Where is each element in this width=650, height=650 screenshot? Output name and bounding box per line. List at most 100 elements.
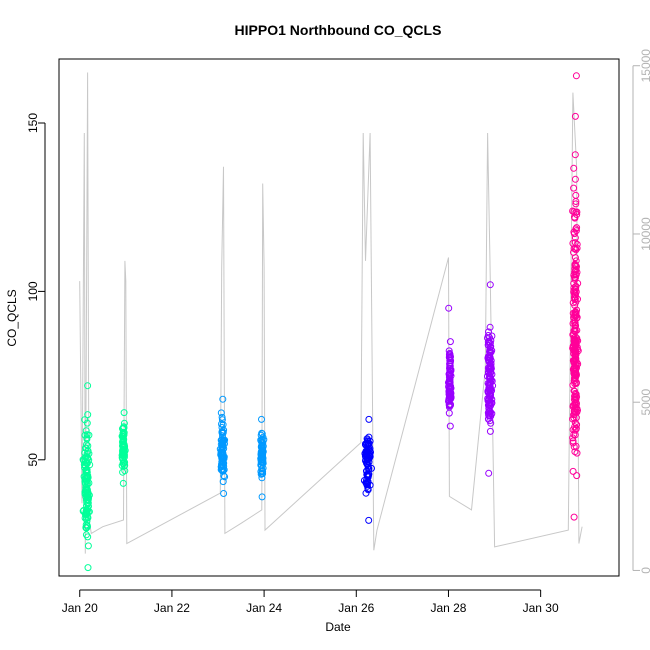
data-point [447, 395, 455, 403]
data-point [118, 462, 126, 470]
data-point [446, 351, 454, 359]
y2-tick-label: 0 [639, 567, 650, 574]
data-point [570, 443, 578, 451]
data-point [486, 382, 494, 390]
series-1 [79, 382, 94, 572]
data-point [570, 387, 578, 395]
x-tick-label: Jan 24 [246, 601, 282, 615]
data-point [83, 510, 90, 518]
data-point [486, 323, 494, 331]
data-point [569, 299, 577, 307]
y2-tick-label: 5000 [639, 389, 650, 416]
data-point [572, 408, 580, 416]
data-point [257, 431, 265, 439]
data-point [571, 423, 579, 431]
data-point [486, 427, 494, 435]
data-point [218, 429, 226, 437]
data-point [572, 380, 580, 387]
data-point [84, 542, 92, 550]
data-point [571, 112, 579, 120]
chart-title: HIPPO1 Northbound CO_QCLS [235, 22, 442, 38]
data-point [82, 483, 90, 491]
data-point [221, 473, 229, 481]
altitude-layer [79, 72, 583, 554]
data-point [570, 369, 578, 377]
y2-tick-label: 15000 [639, 49, 650, 83]
data-point [486, 355, 494, 362]
data-point [570, 513, 578, 521]
data-point [445, 378, 453, 386]
data-point [220, 490, 228, 497]
data-point [218, 413, 226, 421]
data-point [486, 392, 494, 400]
data-point [83, 434, 91, 442]
data-point [570, 358, 578, 366]
data-point [571, 401, 579, 408]
data-point [572, 257, 580, 265]
data-point [573, 314, 581, 322]
data-point [258, 449, 266, 457]
data-point [569, 343, 577, 351]
data-point [570, 337, 578, 345]
data-point [84, 442, 92, 450]
data-point [218, 458, 226, 466]
data-point [571, 151, 579, 159]
data-point [218, 416, 226, 424]
data-point [217, 409, 225, 417]
series-3 [216, 395, 229, 497]
series-4 [257, 415, 268, 501]
data-point [486, 370, 494, 378]
data-point [82, 515, 90, 523]
data-point [363, 479, 371, 487]
data-point [219, 450, 226, 458]
data-point [363, 480, 371, 488]
data-point [573, 268, 581, 276]
series-2 [118, 409, 129, 487]
data-point [84, 411, 92, 419]
data-point [571, 291, 579, 299]
data-point [486, 378, 494, 386]
data-point [257, 456, 265, 464]
data-point [446, 338, 454, 346]
altitude-line [79, 72, 583, 554]
data-point [446, 370, 454, 378]
data-point [486, 373, 494, 381]
data-point [569, 415, 577, 423]
data-point [120, 424, 128, 432]
points-layer [79, 72, 582, 572]
data-point [573, 240, 581, 248]
data-point [570, 284, 578, 292]
data-point [569, 320, 577, 327]
data-point [363, 467, 371, 475]
data-point [571, 213, 578, 221]
data-point [485, 353, 493, 361]
data-point [570, 164, 578, 172]
data-point [365, 415, 373, 423]
data-point [569, 467, 577, 475]
data-point [484, 415, 492, 423]
x-tick-label: Jan 28 [430, 601, 466, 615]
data-point [221, 436, 229, 444]
data-point [486, 334, 493, 342]
data-point [571, 275, 579, 283]
data-point [571, 295, 579, 303]
data-point [574, 337, 582, 345]
data-point [121, 461, 129, 469]
data-point [569, 207, 577, 215]
data-point [83, 522, 91, 529]
data-point [364, 454, 372, 462]
x-tick-label: Jan 22 [154, 601, 190, 615]
data-point [486, 407, 494, 415]
data-point [571, 234, 579, 242]
data-point [218, 444, 226, 452]
data-point [569, 401, 577, 409]
data-point [571, 327, 579, 335]
data-point [485, 469, 493, 477]
data-point [258, 438, 266, 446]
data-point [572, 350, 580, 358]
data-point [258, 441, 266, 449]
data-point [120, 409, 128, 417]
data-point [84, 564, 92, 572]
